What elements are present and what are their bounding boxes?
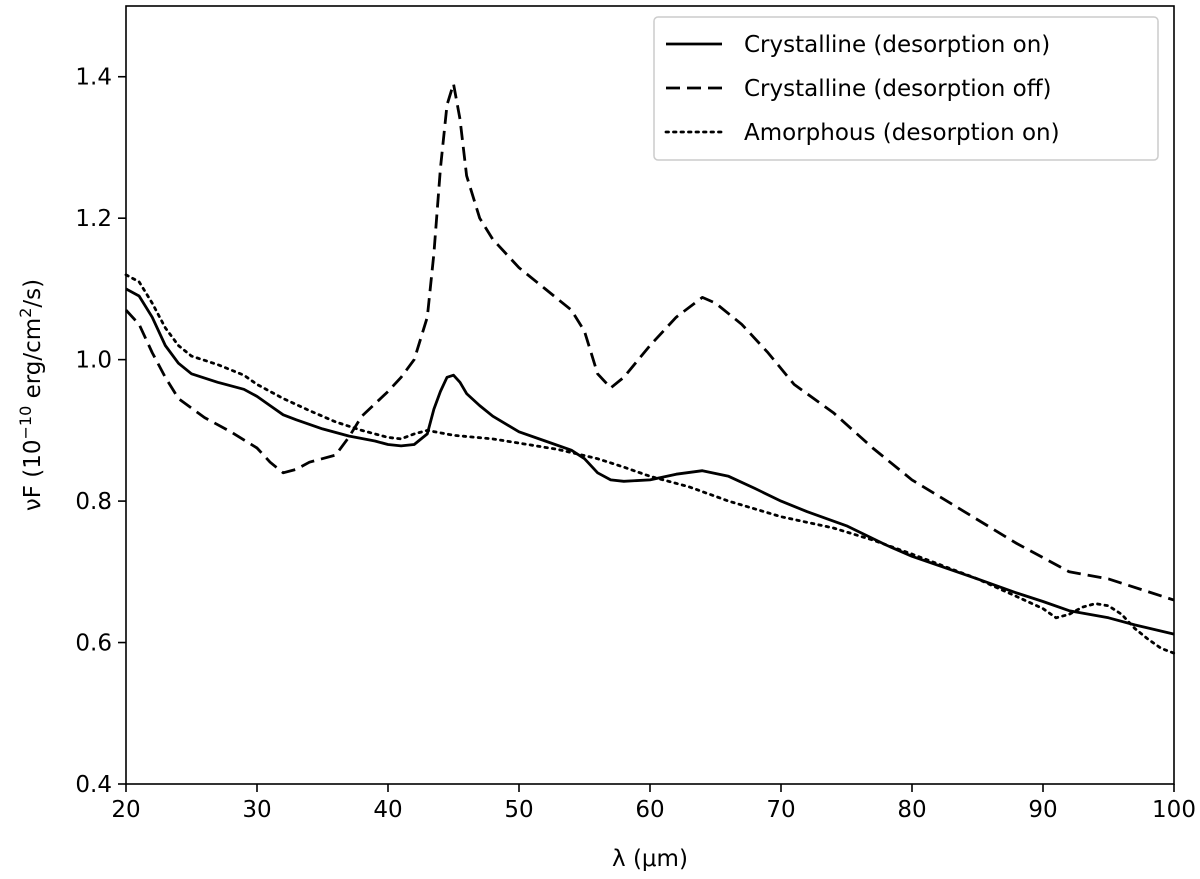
y-axis-label: νF (10−10 erg/cm2/s)	[16, 279, 46, 511]
y-axis-label-prefix: νF (10	[20, 439, 46, 511]
x-tick-label: 90	[1028, 797, 1057, 823]
x-axis: 20 30 40 50 60 70 80 90 100	[111, 784, 1196, 823]
x-tick-label: 40	[373, 797, 402, 823]
series-line-1	[125, 287, 1175, 636]
y-axis-label-exponent: −10	[16, 406, 35, 440]
y-axis: 0.4 0.6 0.8 1.0 1.2 1.4	[75, 65, 126, 798]
x-tick-label: 80	[897, 797, 926, 823]
y-axis-label-suffix: /s)	[20, 279, 46, 308]
legend-label-1: Crystalline (desorption on)	[744, 32, 1050, 58]
legend-label-3: Amorphous (desorption on)	[744, 120, 1060, 146]
y-tick-label: 1.2	[75, 206, 112, 232]
y-tick-label: 1.4	[75, 65, 112, 91]
x-axis-label: λ (μm)	[612, 846, 688, 872]
x-tick-label: 30	[242, 797, 271, 823]
x-tick-label: 60	[635, 797, 664, 823]
series-layer	[124, 82, 1176, 655]
x-tick-label: 50	[504, 797, 533, 823]
legend: Crystalline (desorption on) Crystalline (…	[653, 16, 1159, 161]
y-axis-label-unit-exponent: 2	[16, 308, 35, 318]
series-line-3	[124, 273, 1176, 655]
legend-box	[653, 16, 1159, 161]
y-tick-label: 0.8	[75, 489, 112, 515]
y-tick-label: 0.6	[75, 631, 112, 657]
x-tick-label: 70	[766, 797, 795, 823]
y-tick-label: 0.4	[75, 772, 112, 798]
x-tick-label: 20	[111, 797, 140, 823]
series-line-2	[124, 82, 1175, 602]
x-tick-label: 100	[1152, 797, 1196, 823]
y-axis-label-unit: erg/cm	[20, 318, 46, 406]
legend-label-2: Crystalline (desorption off)	[744, 76, 1052, 102]
y-tick-label: 1.0	[75, 348, 112, 374]
